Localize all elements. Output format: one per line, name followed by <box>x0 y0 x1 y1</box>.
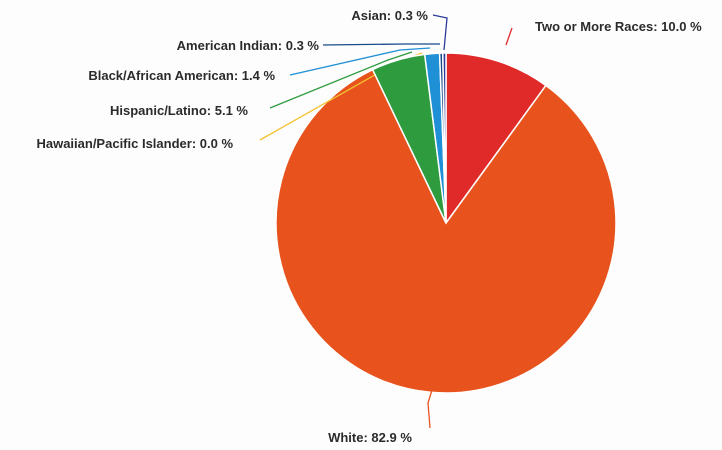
leader-line-white <box>427 389 433 429</box>
pie-slice-two-or-more-races <box>445 52 547 226</box>
data-label-asian: Asian: 0.3 % <box>351 8 428 23</box>
leader-line-two-or-more-races <box>505 27 513 46</box>
leader-line-american-indian <box>322 43 440 46</box>
pie-slice-white <box>275 68 617 394</box>
data-label-hispanic-latino: Hispanic/Latino: 5.1 % <box>110 103 248 118</box>
leader-line-black-african-american <box>289 47 431 76</box>
data-label-white: White: 82.9 % <box>328 430 412 445</box>
data-label-black-african-american: Black/African American: 1.4 % <box>88 68 275 83</box>
leader-line-asian <box>432 14 448 51</box>
pie-slice-asian <box>442 52 447 224</box>
data-label-hawaiian-pacific-islander: Hawaiian/Pacific Islander: 0.0 % <box>36 136 233 151</box>
data-label-two-or-more-races: Two or More Races: 10.0 % <box>535 19 702 34</box>
leader-line-hispanic-latino <box>269 51 413 109</box>
data-label-american-indian: American Indian: 0.3 % <box>177 38 320 53</box>
